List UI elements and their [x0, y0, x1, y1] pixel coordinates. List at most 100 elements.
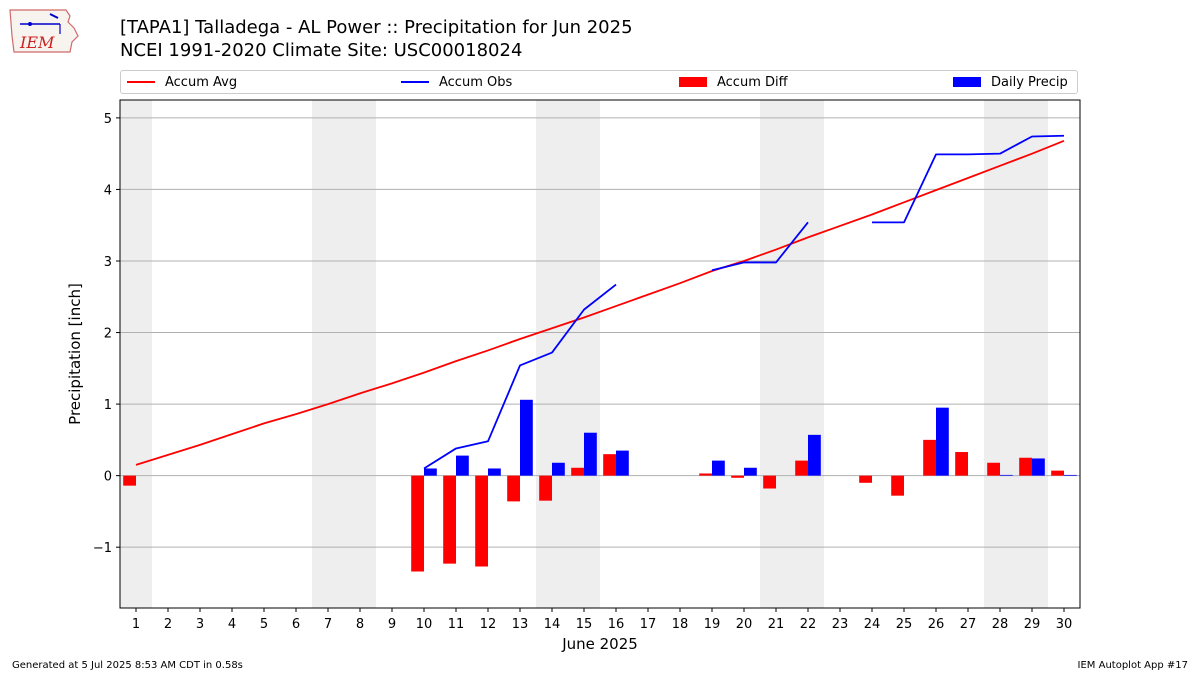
x-tick-label: 25 [896, 617, 913, 632]
weekend-shade-15 [568, 100, 600, 608]
x-tick-label: 14 [544, 617, 561, 632]
accum-diff-bar-13 [507, 475, 520, 502]
accum-diff-bar-14 [539, 475, 552, 501]
y-tick-label: 1 [104, 398, 112, 413]
x-tick-label: 3 [196, 617, 204, 632]
daily-precip-bar-29 [1032, 458, 1045, 476]
accum-diff-bar-29 [1019, 457, 1032, 476]
x-tick-label: 10 [416, 617, 433, 632]
x-tick-label: 15 [576, 617, 593, 632]
accum-diff-bar-12 [475, 475, 488, 567]
legend-swatch-accum-obs [401, 81, 429, 83]
daily-precip-bar-12 [488, 468, 501, 476]
daily-precip-bar-20 [744, 467, 757, 476]
accum-diff-bar-22 [795, 460, 808, 476]
daily-precip-bar-13 [520, 399, 533, 476]
accum-diff-bar-21 [763, 475, 776, 489]
x-axis-label: June 2025 [561, 635, 638, 653]
x-tick-label: 9 [388, 617, 396, 632]
daily-precip-bar-26 [936, 407, 949, 476]
x-tick-label: 1 [132, 617, 140, 632]
accum-diff-bar-11 [443, 475, 456, 564]
x-tick-label: 2 [164, 617, 172, 632]
x-tick-label: 22 [800, 617, 817, 632]
legend-item-accum-diff: Accum Diff [679, 71, 788, 93]
x-tick-label: 19 [704, 617, 721, 632]
accum-diff-bar-16 [603, 454, 616, 476]
x-tick-label: 23 [832, 617, 849, 632]
accum-avg-line [135, 139, 1065, 466]
x-tick-label: 24 [864, 617, 881, 632]
accum-obs-line [423, 134, 1065, 470]
chart-subtitle: NCEI 1991-2020 Climate Site: USC00018024 [120, 40, 523, 61]
legend-item-accum-obs: Accum Obs [401, 71, 512, 93]
daily-precip-bar-11 [456, 455, 469, 476]
daily-precip-bar-16 [616, 450, 629, 476]
accum-diff-bar-24 [859, 475, 872, 483]
accum-diff-bar-19 [699, 473, 712, 476]
x-tick-label: 13 [512, 617, 529, 632]
legend-swatch-daily-precip [953, 77, 981, 87]
x-tick-label: 30 [1056, 617, 1073, 632]
chart-legend: Accum Avg Accum Obs Accum Diff Daily Pre… [120, 70, 1078, 94]
weekend-shade-14 [536, 100, 568, 608]
legend-label-accum-diff: Accum Diff [717, 74, 788, 90]
chart-title: [TAPA1] Talladega - AL Power :: Precipit… [120, 17, 633, 38]
legend-label-accum-obs: Accum Obs [439, 74, 513, 90]
daily-precip-bar-15 [584, 432, 597, 476]
weekend-shade-1 [120, 100, 152, 608]
x-tick-label: 28 [992, 617, 1009, 632]
accum-diff-bar-26 [923, 439, 936, 476]
weekend-shade-7 [312, 100, 344, 608]
x-tick-label: 18 [672, 617, 689, 632]
y-axis-label: Precipitation [inch] [66, 283, 84, 425]
y-tick-label: 5 [104, 112, 112, 127]
legend-item-daily-precip: Daily Precip [953, 71, 1068, 93]
daily-precip-bar-30 [1064, 474, 1077, 476]
plot-frame [119, 99, 1081, 609]
x-tick-label: 7 [324, 617, 332, 632]
accum-diff-bar-20 [731, 475, 744, 478]
x-tick-label: 17 [640, 617, 657, 632]
footer-generated: Generated at 5 Jul 2025 8:53 AM CDT in 0… [12, 660, 243, 671]
legend-label-daily-precip: Daily Precip [991, 74, 1068, 90]
daily-precip-bar-14 [552, 462, 565, 476]
logo-text: IEM [19, 33, 55, 52]
legend-item-accum-avg: Accum Avg [127, 71, 237, 93]
x-tick-label: 20 [736, 617, 753, 632]
accum-diff-bar-30 [1051, 470, 1064, 476]
y-tick-label: 3 [104, 255, 112, 270]
accum-diff-bar-28 [987, 462, 1000, 476]
accum-diff-bar-10 [411, 475, 424, 572]
y-tick-label: 2 [104, 327, 112, 342]
footer-app: IEM Autoplot App #17 [1077, 660, 1188, 671]
x-tick-label: 16 [608, 617, 625, 632]
x-tick-label: 21 [768, 617, 785, 632]
weekend-shade-22 [792, 100, 824, 608]
daily-precip-bar-28 [1000, 474, 1013, 476]
iowa-state-outline [9, 9, 79, 53]
y-tick-label: 0 [104, 470, 112, 485]
accum-diff-bar-27 [955, 452, 968, 476]
x-tick-label: 8 [356, 617, 364, 632]
weekend-shade-28 [984, 100, 1016, 608]
iem-logo: IEM [8, 6, 80, 58]
x-tick-label: 4 [228, 617, 236, 632]
x-tick-label: 5 [260, 617, 268, 632]
weekend-shade-29 [1016, 100, 1048, 608]
legend-swatch-accum-diff [679, 77, 707, 87]
accum-diff-bar-15 [571, 467, 584, 476]
x-tick-label: 11 [448, 617, 465, 632]
daily-precip-bar-10 [424, 468, 437, 476]
x-tick-label: 6 [292, 617, 300, 632]
y-tick-label: −1 [93, 541, 112, 556]
accum-diff-bar-1 [123, 475, 136, 486]
weekend-shade-21 [760, 100, 792, 608]
y-tick-label: 4 [104, 183, 112, 198]
accum-diff-bar-25 [891, 475, 904, 496]
x-tick-label: 12 [480, 617, 497, 632]
weekend-shade-8 [344, 100, 376, 608]
legend-label-accum-avg: Accum Avg [165, 74, 238, 90]
x-tick-label: 29 [1024, 617, 1041, 632]
